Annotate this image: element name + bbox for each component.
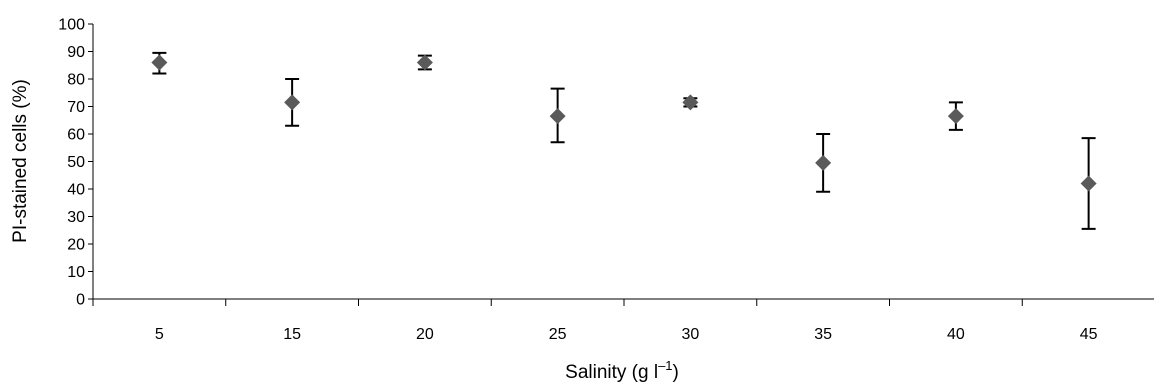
data-point-marker bbox=[1080, 175, 1097, 192]
y-tick-label: 40 bbox=[67, 182, 85, 199]
y-tick-label: 20 bbox=[67, 237, 85, 254]
x-tick-label: 15 bbox=[283, 326, 301, 343]
x-tick-label: 30 bbox=[681, 326, 699, 343]
y-tick-label: 60 bbox=[67, 127, 85, 144]
x-axis-title-text: Salinity (g l bbox=[565, 362, 658, 383]
x-tick-label: 5 bbox=[155, 326, 164, 343]
data-series bbox=[151, 51, 1097, 230]
data-point-marker bbox=[815, 154, 832, 171]
y-tick-label: 30 bbox=[67, 209, 85, 226]
x-axis-title-superscript: –1 bbox=[658, 358, 672, 373]
y-axis: 0 10 20 30 40 50 60 70 80 90 100 bbox=[58, 17, 94, 309]
y-tick-label: 100 bbox=[58, 17, 85, 34]
x-axis-title: Salinity (g l–1) bbox=[565, 358, 679, 383]
y-tick-label: 0 bbox=[76, 292, 85, 309]
y-tick-label: 90 bbox=[67, 44, 85, 61]
x-axis-title-suffix: ) bbox=[673, 362, 679, 383]
y-tick-label: 80 bbox=[67, 72, 85, 89]
y-tick-label: 50 bbox=[67, 154, 85, 171]
x-tick-label: 45 bbox=[1080, 326, 1098, 343]
data-point-marker bbox=[682, 94, 699, 111]
x-tick-label: 20 bbox=[416, 326, 434, 343]
y-tick-label: 70 bbox=[67, 99, 85, 116]
data-point-marker bbox=[416, 54, 433, 71]
x-axis: 5 15 20 25 30 35 40 45 bbox=[92, 298, 1154, 343]
y-axis-title: PI-stained cells (%) bbox=[10, 79, 31, 243]
data-point-marker bbox=[947, 108, 964, 125]
data-point-marker bbox=[549, 108, 566, 125]
x-tick-label: 25 bbox=[549, 326, 567, 343]
data-point-marker bbox=[151, 54, 168, 71]
data-point-marker bbox=[284, 94, 301, 111]
y-tick-label: 10 bbox=[67, 264, 85, 281]
x-tick-label: 35 bbox=[814, 326, 832, 343]
x-tick-label: 40 bbox=[947, 326, 965, 343]
